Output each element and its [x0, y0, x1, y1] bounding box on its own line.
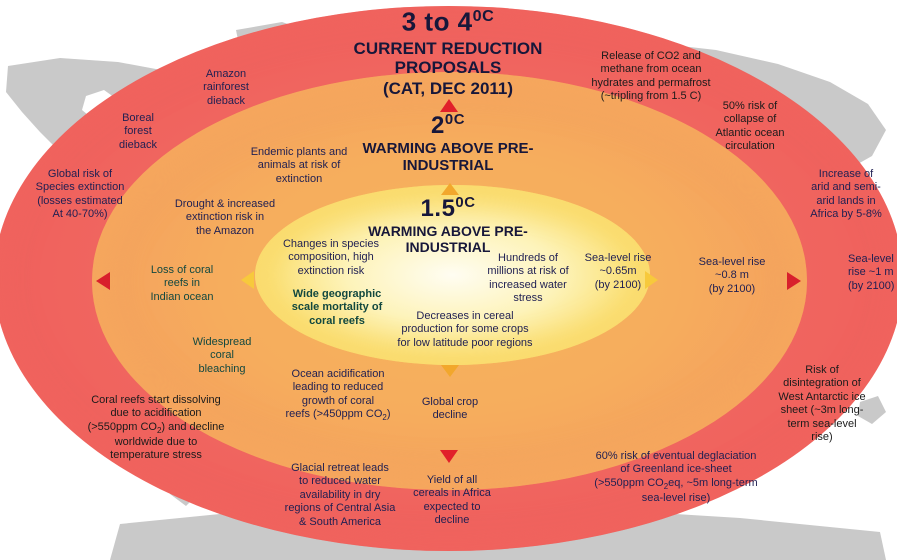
label-water-stress: Hundreds of millions at risk of increased …: [487, 252, 569, 305]
headline-inner-line1: WARMING ABOVE PRE-INDUSTRIAL: [368, 223, 528, 255]
label-loss-coral-indian-ocean: Loss of coral reefs in Indian ocean: [150, 264, 214, 303]
label-amazon-rainforest-dieback: Amazon rainforest dieback: [203, 68, 249, 107]
marker-triangle-outer-right: [787, 272, 801, 290]
label-coral-reefs-dissolving: Coral reefs start dissolving due to acidi…: [87, 394, 225, 462]
label-wide-geographic-mortality: Wide geographic scale mortality of coral r…: [291, 288, 383, 327]
label-boreal-forest-dieback: Boreal forest dieback: [119, 112, 157, 151]
headline-2-degrees: 20C WARMING ABOVE PRE-INDUSTRIAL: [320, 113, 576, 175]
label-global-crop-decline: Global crop decline: [421, 396, 479, 422]
label-sea-level-rise-outer: Sea-level rise ~1 m (by 2100): [848, 253, 895, 292]
marker-triangle-2deg-bottom: [440, 450, 458, 463]
headline-outer-line1: CURRENT REDUCTION PROPOSALS: [353, 38, 543, 77]
zone-1-5-degrees: [255, 185, 650, 365]
headline-middle-temperature: 20C: [431, 112, 465, 139]
label-ocean-acidification: Ocean acidification leading to reduced gro…: [285, 368, 391, 423]
headline-1-5-degrees: 1.50C WARMING ABOVE PRE-INDUSTRIAL: [330, 196, 566, 255]
headline-3-to-4-degrees: 3 to 40C CURRENT REDUCTION PROPOSALS (CA…: [298, 8, 598, 99]
label-decreases-cereal-production: Decreases in cereal production for some c…: [397, 310, 533, 349]
headline-inner-temperature: 1.50C: [420, 195, 476, 222]
label-drought-amazon: Drought & increased extinction risk in the…: [174, 198, 276, 237]
label-west-antarctic-ice-sheet: Risk of disintegration of West Antarctic i…: [778, 364, 866, 444]
headline-middle-line1: WARMING ABOVE PRE-INDUSTRIAL: [362, 140, 534, 174]
marker-triangle-2deg-top: [440, 99, 458, 112]
headline-outer-line2: (CAT, DEC 2011): [382, 78, 514, 98]
marker-triangle-inner-right: [645, 271, 658, 289]
label-greenland-deglaciation: 60% risk of eventual deglaciation of Gree…: [594, 450, 758, 504]
marker-triangle-1-5deg-bottom: [441, 365, 459, 377]
marker-triangle-outer-left: [96, 272, 110, 290]
label-widespread-coral-bleaching: Widespread coral bleaching: [192, 336, 252, 375]
marker-triangle-1-5deg-top: [441, 183, 459, 195]
label-atlantic-circulation-collapse: 50% risk of collapse of Atlantic ocean circ…: [715, 100, 785, 153]
label-glacial-retreat: Glacial retreat leads to reduced water ava…: [284, 462, 396, 528]
label-cereal-yield-africa: Yield of all cereals in Africa expected to…: [413, 474, 491, 527]
label-arid-lands-africa: Increase of arid and semi-arid lands in Af…: [810, 168, 882, 221]
label-sea-level-rise-inner: Sea-level rise ~0.65m (by 2100): [584, 252, 652, 291]
label-changes-species-composition: Changes in species composition, high extin…: [282, 238, 379, 277]
marker-triangle-inner-left: [241, 271, 254, 289]
label-endemic-plants-animals: Endemic plants and animals at risk of exti…: [250, 146, 348, 185]
label-sea-level-rise-middle: Sea-level rise ~0.8 m (by 2100): [698, 256, 766, 295]
headline-outer-temperature: 3 to 40C: [401, 6, 495, 37]
label-methane-release: Release of CO2 and methane from ocean hydr…: [591, 50, 711, 103]
label-global-species-extinction: Global risk of Species extinction (losses …: [35, 168, 125, 221]
